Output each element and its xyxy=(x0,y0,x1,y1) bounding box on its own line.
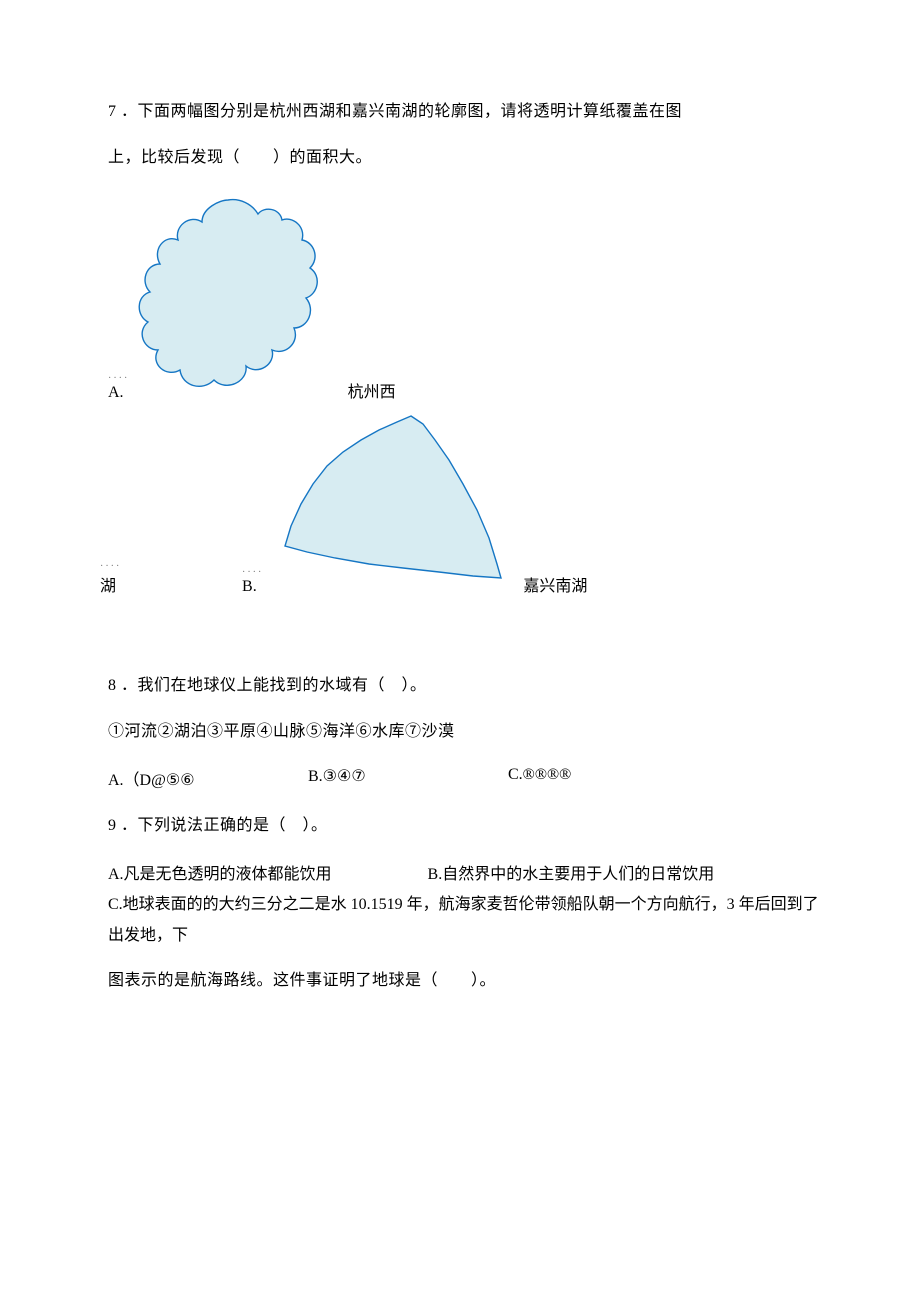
q8-text: 8 ．我们在地球仪上能找到的水域有（ ）。 xyxy=(108,674,820,698)
q8-optC: C.®®®® xyxy=(508,766,708,790)
q8-optA: A.（D@⑤⑥ xyxy=(108,766,308,790)
q9-para: A.凡是无色透明的液体都能饮用 B.自然界中的水主要用于人们的日常饮用 C.地球… xyxy=(108,860,820,951)
q9-text: 9 ．下列说法正确的是（ ）。 xyxy=(108,814,820,838)
q7-figB-label: B. xyxy=(242,578,257,596)
q9-tail: 图表示的是航海路线。这件事证明了地球是（ ）。 xyxy=(108,969,820,993)
dots-b: ···· xyxy=(242,567,263,578)
q8-options: A.（D@⑤⑥ B.③④⑦ C.®®®® xyxy=(108,766,820,790)
q7-figure-a-row: ···· A. 杭州西 xyxy=(108,192,820,402)
q7-figure-b-row: ···· 湖 ···· B. 嘉兴南湖 xyxy=(108,406,820,596)
map-jiaxing-south-lake xyxy=(263,406,513,596)
dots-lake: ···· xyxy=(100,561,121,572)
q7-figA-caption: 杭州西 xyxy=(348,378,396,402)
q8-items: ①河流②湖泊③平原④山脉⑤海洋⑥水库⑦沙漠 xyxy=(108,720,820,744)
q7-lake-word: 湖 xyxy=(100,572,116,596)
q8-optB: B.③④⑦ xyxy=(308,766,508,790)
q7-line2: 上，比较后发现（ ）的面积大。 xyxy=(108,146,820,170)
q7-line1: 7 ．下面两幅图分别是杭州西湖和嘉兴南湖的轮廓图，请将透明计算纸覆盖在图 xyxy=(108,100,820,124)
q7-figB-caption: 嘉兴南湖 xyxy=(523,572,587,596)
q7-figA-label: A. xyxy=(108,384,124,402)
map-hangzhou-west-lake xyxy=(130,192,330,402)
dots-a: ···· xyxy=(108,373,129,384)
